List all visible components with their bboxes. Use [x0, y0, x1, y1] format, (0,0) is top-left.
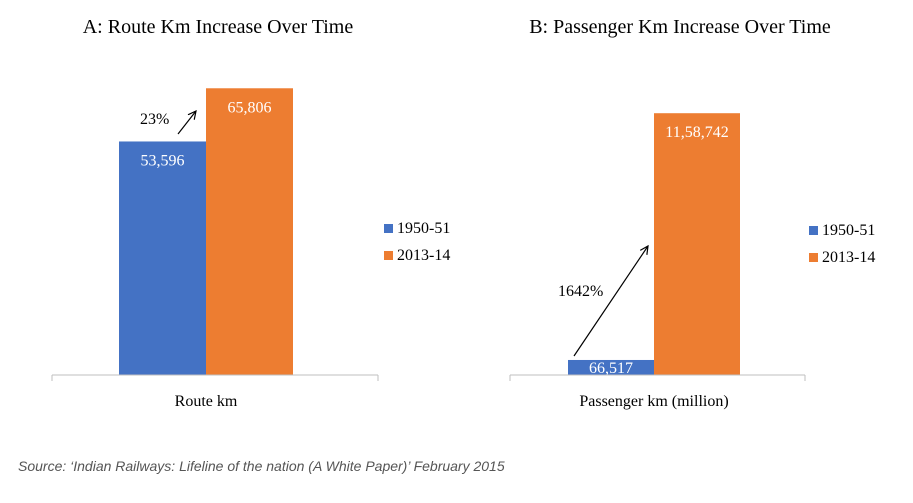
chart-b-bar-1950 [568, 359, 654, 375]
chart-b-legend-swatch-2013 [809, 253, 818, 262]
chart-a-bars: 53,596 65,806 [119, 88, 293, 375]
chart-a-growth-arrow [177, 111, 196, 135]
chart-a-value-label-1950: 53,596 [141, 152, 185, 169]
chart-a-legend-swatch-1950 [384, 224, 393, 233]
chart-a-legend-swatch-2013 [384, 251, 393, 260]
chart-b-growth-arrow [573, 246, 648, 357]
chart-b-legend-swatch-1950 [809, 226, 818, 235]
chart-b-title: B: Passenger Km Increase Over Time [529, 16, 831, 38]
chart-a-title: A: Route Km Increase Over Time [83, 16, 354, 38]
chart-b-bar-2013 [654, 113, 740, 375]
chart-b-category-label: Passenger km (million) [579, 393, 728, 410]
chart-a-legend-label-2013: 2013-14 [397, 247, 450, 264]
chart-b: B: Passenger Km Increase Over Time 66,51… [509, 16, 875, 410]
chart-b-legend-label-2013: 2013-14 [822, 249, 875, 266]
chart-a-growth-label: 23% [140, 111, 169, 128]
chart-a-bar-2013 [206, 88, 293, 375]
chart-b-value-label-1950: 66,517 [589, 360, 633, 377]
chart-b-legend: 1950-51 2013-14 [809, 222, 875, 266]
chart-a-value-label-2013: 65,806 [228, 99, 272, 116]
chart-a-legend: 1950-51 2013-14 [384, 220, 450, 264]
chart-a-legend-label-1950: 1950-51 [397, 220, 450, 237]
source-note: Source: ‘Indian Railways: Lifeline of th… [18, 458, 505, 474]
chart-b-growth-label: 1642% [558, 283, 603, 300]
chart-b-value-label-2013: 11,58,742 [665, 124, 728, 141]
chart-a: A: Route Km Increase Over Time 53,596 65,… [51, 16, 450, 410]
chart-b-legend-label-1950: 1950-51 [822, 222, 875, 239]
chart-a-category-label: Route km [175, 393, 238, 410]
chart-b-bars: 66,517 11,58,742 [568, 113, 740, 377]
chart-a-bar-1950 [119, 141, 206, 375]
